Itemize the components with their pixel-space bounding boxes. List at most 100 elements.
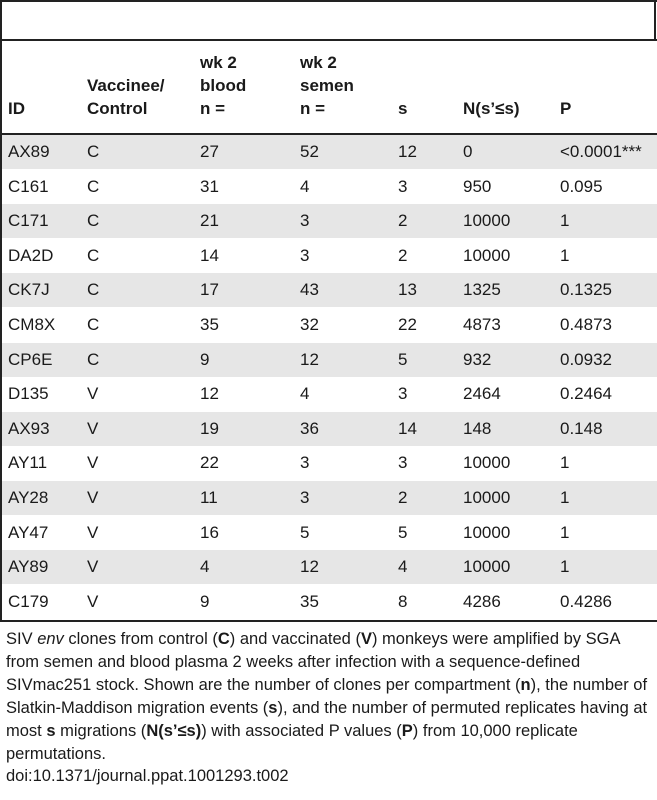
cell-id: D135 xyxy=(8,384,49,404)
cell-blood: 9 xyxy=(200,349,210,369)
cell-blood: 16 xyxy=(200,522,219,542)
cell-p: 1 xyxy=(560,557,570,577)
cell-id: C171 xyxy=(8,211,49,231)
cell-blood: 12 xyxy=(200,384,219,404)
table-row: CK7J C 17 43 13 1325 0.1325 xyxy=(2,273,657,308)
cell-id: AY28 xyxy=(8,488,49,507)
cell-semen: 52 xyxy=(300,142,319,161)
table-row: C171 C 21 3 2 10000 1 xyxy=(2,204,657,239)
cell-s: 8 xyxy=(398,591,408,611)
cell-p: 0.095 xyxy=(560,176,603,196)
cell-semen: 12 xyxy=(300,557,319,577)
cell-p: 0.4286 xyxy=(560,591,612,611)
header-rule xyxy=(0,133,657,135)
title-rule xyxy=(0,39,657,41)
cell-group: C xyxy=(87,349,100,369)
cell-p: 0.148 xyxy=(560,418,603,438)
cell-semen: 3 xyxy=(300,453,310,473)
table-row: C161 C 31 4 3 950 0.095 xyxy=(2,170,657,204)
cell-blood: 4 xyxy=(200,557,210,577)
doi-text: doi:10.1371/journal.ppat.1001293.t002 xyxy=(6,767,289,785)
cell-group: V xyxy=(87,488,99,507)
cell-p: 1 xyxy=(560,488,570,507)
cell-semen: 4 xyxy=(300,176,310,196)
cell-s: 14 xyxy=(398,418,417,438)
cell-n-perm: 932 xyxy=(463,349,492,369)
top-rule xyxy=(0,0,657,2)
cell-s: 5 xyxy=(398,522,408,542)
cell-s: 3 xyxy=(398,453,408,473)
table-caption: SIV env clones from control (C) and vacc… xyxy=(6,630,648,763)
cell-group: V xyxy=(87,591,99,611)
cell-group: C xyxy=(87,176,100,196)
cell-s: 3 xyxy=(398,176,408,196)
cell-n-perm: 10000 xyxy=(463,557,511,577)
cell-n-perm: 10000 xyxy=(463,211,511,231)
cell-blood: 21 xyxy=(200,211,219,231)
cell-blood: 22 xyxy=(200,453,219,473)
cell-n-perm: 10000 xyxy=(463,453,511,473)
cell-semen: 4 xyxy=(300,384,310,404)
cell-id: AX93 xyxy=(8,418,50,438)
cell-id: CP6E xyxy=(8,349,53,369)
cell-semen: 5 xyxy=(300,522,310,542)
table-row: AY11 V 22 3 3 10000 1 xyxy=(2,446,657,480)
cell-n-perm: 10000 xyxy=(463,488,511,507)
table-row: AY47 V 16 5 5 10000 1 xyxy=(2,516,657,550)
header-p: P xyxy=(560,99,572,118)
cell-blood: 9 xyxy=(200,591,210,611)
table-row: AX93 V 19 36 14 148 0.148 xyxy=(2,411,657,446)
header-s: s xyxy=(398,99,408,118)
cell-semen: 32 xyxy=(300,315,319,334)
cell-group: V xyxy=(87,384,99,404)
cell-group: V xyxy=(87,557,99,577)
cell-group: V xyxy=(87,453,99,473)
cell-group: C xyxy=(87,211,100,231)
cell-semen: 43 xyxy=(300,280,319,300)
cell-p: 1 xyxy=(560,245,570,265)
cell-blood: 27 xyxy=(200,142,219,161)
cell-blood: 31 xyxy=(200,176,219,196)
cell-p: <0.0001*** xyxy=(560,142,642,161)
header-n-perm: N(s’≤s) xyxy=(463,99,520,118)
cell-blood: 35 xyxy=(200,315,219,334)
cell-s: 5 xyxy=(398,349,408,369)
table-row: DA2D C 14 3 2 10000 1 xyxy=(2,239,657,273)
table-row: C179 V 9 35 8 4286 0.4286 xyxy=(2,585,657,619)
header-id: ID xyxy=(8,99,25,118)
cell-s: 3 xyxy=(398,384,408,404)
cell-s: 4 xyxy=(398,557,408,577)
table-row: AY89 V 4 12 4 10000 1 xyxy=(2,550,657,585)
cell-s: 2 xyxy=(398,488,408,507)
cell-p: 0.0932 xyxy=(560,349,612,369)
cell-group: V xyxy=(87,418,99,438)
cell-p: 1 xyxy=(560,453,570,473)
cell-id: CM8X xyxy=(8,315,56,334)
cell-group: C xyxy=(87,315,100,334)
cell-id: CK7J xyxy=(8,280,50,300)
cell-s: 2 xyxy=(398,245,408,265)
cell-semen: 36 xyxy=(300,418,319,438)
cell-s: 13 xyxy=(398,280,417,300)
table-row: AX89 C 27 52 12 0 <0.0001*** xyxy=(2,135,657,169)
cell-p: 1 xyxy=(560,211,570,231)
left-rule xyxy=(0,0,2,622)
cell-blood: 14 xyxy=(200,245,219,265)
cell-semen: 12 xyxy=(300,349,319,369)
cell-p: 0.1325 xyxy=(560,280,612,300)
cell-s: 2 xyxy=(398,211,408,231)
cell-s: 12 xyxy=(398,142,417,161)
cell-n-perm: 0 xyxy=(463,142,473,161)
cell-n-perm: 148 xyxy=(463,418,492,438)
table-row: D135 V 12 4 3 2464 0.2464 xyxy=(2,377,657,411)
cell-n-perm: 4286 xyxy=(463,591,501,611)
cell-group: V xyxy=(87,522,99,542)
cell-n-perm: 950 xyxy=(463,176,492,196)
table-row: CM8X C 35 32 22 4873 0.4873 xyxy=(2,308,657,342)
cell-id: AY11 xyxy=(8,453,48,473)
cell-group: C xyxy=(87,280,100,300)
cell-semen: 3 xyxy=(300,211,310,231)
cell-id: AY89 xyxy=(8,557,49,577)
cell-id: DA2D xyxy=(8,245,54,265)
